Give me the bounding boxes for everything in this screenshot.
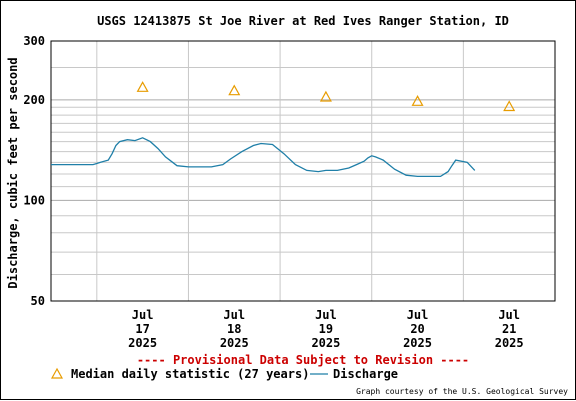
median-marker — [136, 81, 149, 92]
x-tick-label: 19 — [319, 322, 333, 336]
credit-text: Graph courtesy of the U.S. Geological Su… — [356, 387, 568, 396]
chart-title: USGS 12413875 St Joe River at Red Ives R… — [97, 14, 509, 28]
chart-grid — [51, 41, 555, 301]
median-marker — [411, 95, 424, 106]
legend-discharge-label: Discharge — [333, 367, 398, 381]
x-tick-label: 18 — [227, 322, 241, 336]
legend-median-marker — [50, 367, 64, 379]
y-axis: 50 100 200 300 — [23, 34, 45, 308]
median-marker — [319, 90, 332, 102]
x-tick-label: 2025 — [220, 336, 249, 350]
x-tick-label: Jul — [315, 308, 337, 322]
x-tick-label: Jul — [407, 308, 429, 322]
median-marker — [228, 84, 241, 96]
y-axis-label: Discharge, cubic feet per second — [6, 57, 20, 288]
x-tick-label: Jul — [223, 308, 245, 322]
x-tick-label: Jul — [498, 308, 520, 322]
x-tick-label: 2025 — [128, 336, 157, 350]
provisional-notice: ---- Provisional Data Subject to Revisio… — [137, 353, 469, 367]
chart-series — [51, 81, 516, 178]
x-tick-label: Jul — [132, 308, 154, 322]
plot-area — [50, 40, 556, 302]
y-tick-label: 50 — [31, 294, 45, 308]
x-tick-label: 17 — [135, 322, 149, 336]
x-tick-label: 20 — [410, 322, 424, 336]
median-marker — [503, 100, 516, 112]
y-tick-label: 100 — [23, 193, 45, 207]
legend-median-label: Median daily statistic (27 years) — [71, 367, 309, 381]
x-tick-label: 21 — [502, 322, 516, 336]
x-axis: Jul172025Jul182025Jul192025Jul202025Jul2… — [128, 308, 523, 350]
x-tick-label: 2025 — [495, 336, 524, 350]
x-tick-label: 2025 — [403, 336, 432, 350]
x-tick-label: 2025 — [311, 336, 340, 350]
y-tick-label: 300 — [23, 34, 45, 48]
chart-legend: Median daily statistic (27 years) Dischar… — [50, 367, 398, 381]
y-tick-label: 200 — [23, 93, 45, 107]
discharge-line — [51, 137, 476, 178]
